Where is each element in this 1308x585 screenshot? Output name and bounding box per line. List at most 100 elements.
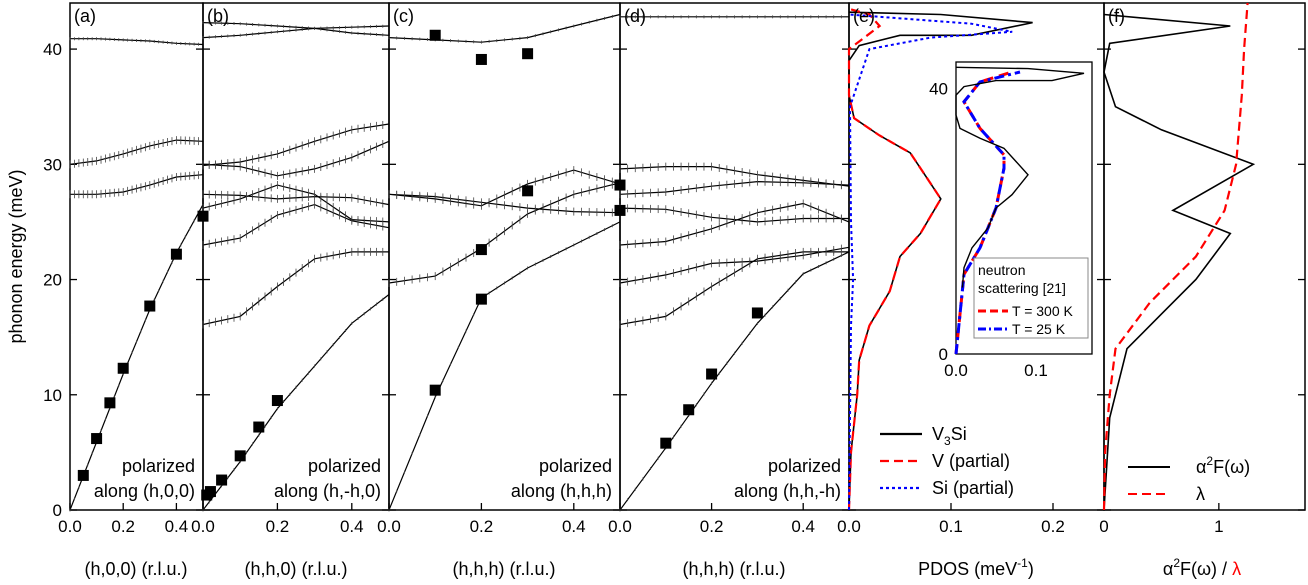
- data-point: [683, 404, 695, 416]
- x-tick-label: 0.2: [1041, 517, 1065, 536]
- x-tick-label: 0.0: [58, 517, 82, 536]
- x-tick-label: 0.4: [340, 517, 364, 536]
- x-axis-title-c: (h,h,h) (r.l.u.): [452, 559, 555, 579]
- x-tick-label: 0.0: [608, 517, 632, 536]
- polarization-label: polarized: [768, 456, 841, 476]
- x-axis-title-e-sup: -1: [1017, 556, 1028, 570]
- panel-frame: [69, 2, 204, 511]
- x-axis-title-e-end: ): [1028, 559, 1034, 579]
- x-tick-label: 0: [1099, 517, 1108, 536]
- y-tick-label: 30: [43, 155, 62, 174]
- inset-legend-title1: neutron: [978, 262, 1025, 278]
- y-tick-label: 10: [43, 386, 62, 405]
- x-tick-label: 0.4: [165, 517, 189, 536]
- inset-legend-label: T = 25 K: [1012, 321, 1066, 337]
- data-point: [197, 210, 209, 222]
- panel-tag: (c): [393, 6, 414, 26]
- legend-e-label: V3Si: [932, 424, 967, 448]
- y-tick-label: 0: [53, 501, 62, 520]
- legend-f-sup: 2: [1206, 454, 1213, 468]
- inset-series: [954, 70, 1013, 355]
- inset-legend-title2: scattering [21]: [978, 280, 1066, 296]
- panel-frame: [388, 2, 621, 511]
- polarization-label: polarized: [308, 456, 381, 476]
- legend-f-label: α2F(ω): [1196, 454, 1250, 477]
- inset-y-tick-label: 0: [939, 345, 948, 364]
- legend-e-label: Si (partial): [932, 478, 1014, 498]
- data-point: [104, 397, 116, 409]
- x-tick-label: 0.2: [111, 517, 135, 536]
- dispersion-branch: [202, 294, 390, 511]
- legend-e-post: Si: [951, 424, 967, 444]
- panel-tag: (e): [853, 6, 875, 26]
- x-tick-label: 0.1: [939, 517, 963, 536]
- data-point: [204, 486, 216, 498]
- data-point: [170, 248, 182, 260]
- polarization-label: polarized: [539, 456, 612, 476]
- x-tick-label: 1: [1214, 517, 1223, 536]
- x-axis-title-f-mid: F(ω) /: [1180, 559, 1232, 579]
- x-axis-title-b: (h,h,0) (r.l.u.): [244, 559, 347, 579]
- panel-frame: [619, 2, 850, 511]
- data-point: [77, 469, 89, 481]
- inset-legend-box: [973, 257, 1089, 339]
- data-point: [117, 362, 129, 374]
- polarization-direction: along (h,-h,0): [274, 481, 381, 501]
- data-point: [522, 48, 534, 60]
- data-point: [475, 244, 487, 256]
- inset-y-tick-label: 40: [929, 80, 948, 99]
- x-tick-label: 0.2: [700, 517, 724, 536]
- data-point: [475, 293, 487, 305]
- y-tick-label: 40: [43, 40, 62, 59]
- data-point: [614, 179, 626, 191]
- panel-tag: (b): [207, 6, 229, 26]
- series-line: [847, 7, 943, 511]
- data-point: [429, 29, 441, 41]
- legend-f-post: F(ω): [1213, 457, 1250, 477]
- x-tick-label: 0.4: [562, 517, 586, 536]
- data-point: [660, 437, 672, 449]
- legend-e-sub: 3: [944, 434, 951, 448]
- data-point: [614, 204, 626, 216]
- polarization-direction: along (h,0,0): [94, 481, 195, 501]
- data-point: [706, 368, 718, 380]
- x-tick-label: 0.2: [470, 517, 494, 536]
- x-tick-label: 0.0: [191, 517, 215, 536]
- data-point: [271, 395, 283, 407]
- x-axis-title-f: α2F(ω) / λ: [1163, 556, 1241, 579]
- polarization-direction: along (h,h,h): [511, 481, 612, 501]
- inset-x-tick-label: 0.1: [1024, 361, 1048, 380]
- legend-e-label: V (partial): [932, 451, 1010, 471]
- data-point: [144, 300, 156, 312]
- panel-tag: (d): [624, 6, 646, 26]
- x-axis-title-a: (h,0,0) (r.l.u.): [84, 559, 187, 579]
- panel-tag: (f): [1108, 6, 1125, 26]
- x-tick-label: 0.4: [791, 517, 815, 536]
- data-point: [429, 384, 441, 396]
- data-point: [234, 450, 246, 462]
- data-point: [216, 474, 228, 486]
- dispersion-branch: [388, 13, 621, 43]
- x-tick-label: 0.0: [837, 517, 861, 536]
- data-point: [475, 53, 487, 65]
- y-axis-title: phonon energy (meV): [6, 169, 26, 343]
- dispersion-branch: [388, 169, 621, 207]
- inset-legend-label: T = 300 K: [1012, 303, 1074, 319]
- series-line: [1103, 13, 1256, 511]
- data-point: [91, 433, 103, 445]
- y-tick-label: 20: [43, 271, 62, 290]
- dispersion-branch: [202, 251, 389, 326]
- x-tick-label: 0.0: [377, 517, 401, 536]
- data-point: [522, 185, 534, 197]
- inset-reference: [955, 66, 1085, 288]
- inset-series: [954, 70, 1021, 355]
- x-tick-label: 0.2: [266, 517, 290, 536]
- polarization-label: polarized: [122, 456, 195, 476]
- panel-frame: [1103, 2, 1306, 511]
- data-point: [253, 421, 265, 433]
- data-point: [751, 307, 763, 319]
- legend-f-label: λ: [1196, 484, 1205, 504]
- series-line: [848, 13, 1013, 511]
- panel-tag: (a): [74, 6, 96, 26]
